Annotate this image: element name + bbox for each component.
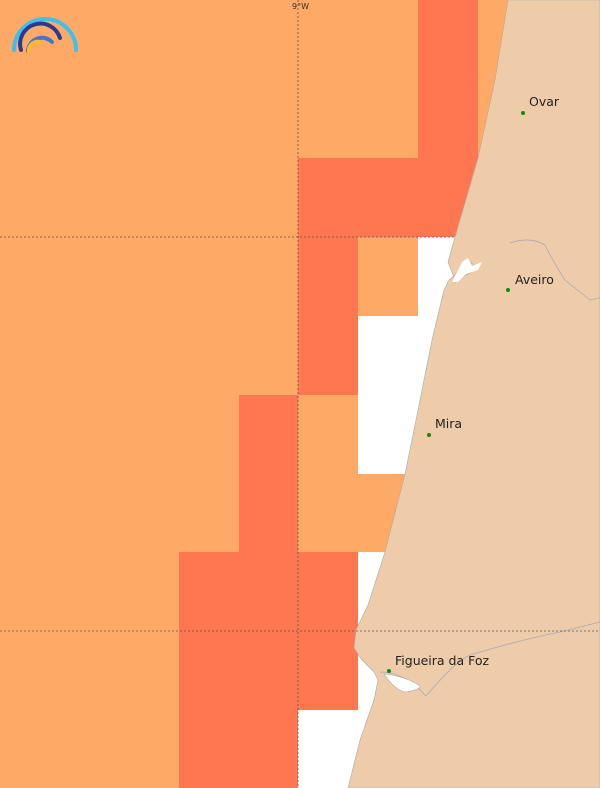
grid-cell-low[interactable]: [60, 0, 120, 158]
grid-cell-low[interactable]: [120, 237, 179, 316]
hazard-grid: [0, 0, 540, 788]
grid-cell-low[interactable]: [179, 0, 239, 158]
grid-cell-high[interactable]: [298, 158, 358, 237]
grid-cell-low[interactable]: [0, 631, 60, 710]
city-figueira-da-foz[interactable]: Figueira da Foz: [387, 653, 490, 673]
grid-cell-low[interactable]: [239, 0, 298, 158]
grid-cell-low[interactable]: [239, 158, 298, 237]
grid-cell-high[interactable]: [179, 552, 239, 631]
city-dot: [387, 669, 391, 673]
grid-cell-high[interactable]: [298, 552, 358, 631]
grid-cell-low[interactable]: [120, 0, 179, 158]
grid-cell-low[interactable]: [120, 710, 179, 788]
city-dot: [427, 433, 431, 437]
grid-cell-low[interactable]: [239, 237, 298, 316]
grid-cell-high[interactable]: [358, 158, 418, 237]
grid-cell-low[interactable]: [179, 316, 239, 395]
estuary: [383, 673, 421, 693]
grid-cell-low[interactable]: [0, 395, 60, 474]
city-dot: [521, 111, 525, 115]
grid-cell-low[interactable]: [298, 395, 358, 474]
grid-cell-high[interactable]: [239, 474, 298, 552]
grid-cell-high[interactable]: [298, 316, 358, 395]
grid-cell-high[interactable]: [179, 710, 239, 788]
grid-cell-low[interactable]: [358, 0, 418, 158]
grid-cell-low[interactable]: [179, 237, 239, 316]
grid-cell-low[interactable]: [60, 631, 120, 710]
grid-cell-low[interactable]: [60, 237, 120, 316]
grid-cell-high[interactable]: [239, 395, 298, 474]
grid-cell-high[interactable]: [239, 631, 298, 710]
lagoon: [452, 258, 482, 282]
grid-cell-low[interactable]: [60, 710, 120, 788]
grid-cell-low[interactable]: [60, 395, 120, 474]
grid-cell-low[interactable]: [179, 158, 239, 237]
grid-cell-low[interactable]: [60, 552, 120, 631]
grid-cell-low[interactable]: [120, 552, 179, 631]
grid-cell-high[interactable]: [239, 710, 298, 788]
land: [347, 0, 600, 788]
svg-text:Ovar: Ovar: [529, 94, 560, 109]
grid-cell-high[interactable]: [418, 0, 478, 158]
svg-text:Aveiro: Aveiro: [515, 272, 554, 287]
grid-cell-low[interactable]: [179, 474, 239, 552]
city-dot: [506, 288, 510, 292]
logo: [12, 17, 78, 54]
city-ovar[interactable]: Ovar: [521, 94, 560, 115]
grid-cell-low[interactable]: [0, 158, 60, 237]
grid-cell-low[interactable]: [120, 631, 179, 710]
grid-cell-low[interactable]: [0, 710, 60, 788]
grid-cell-high[interactable]: [298, 237, 358, 316]
river-vouga: [509, 239, 600, 301]
grid-cell-low[interactable]: [179, 395, 239, 474]
grid-cell-low[interactable]: [60, 316, 120, 395]
grid-cell-low[interactable]: [298, 0, 358, 158]
grid-cell-low[interactable]: [239, 316, 298, 395]
grid-cell-low[interactable]: [0, 237, 60, 316]
grid-cell-low[interactable]: [0, 316, 60, 395]
grid-cell-high[interactable]: [179, 631, 239, 710]
grid-cell-low[interactable]: [120, 474, 179, 552]
grid-cell-low[interactable]: [0, 474, 60, 552]
grid-cell-low[interactable]: [120, 158, 179, 237]
grid-cell-low[interactable]: [120, 395, 179, 474]
grid-cell-low[interactable]: [60, 158, 120, 237]
grid-cell-low[interactable]: [298, 474, 358, 552]
grid-cell-high[interactable]: [298, 631, 358, 710]
grid-cell-low[interactable]: [60, 474, 120, 552]
city-aveiro[interactable]: Aveiro: [506, 272, 554, 292]
city-mira[interactable]: Mira: [427, 416, 462, 437]
grid-cell-low[interactable]: [358, 237, 418, 316]
meridian-label: 9°W: [292, 2, 309, 11]
svg-text:Figueira da Foz: Figueira da Foz: [395, 653, 490, 668]
grid-cell-low[interactable]: [120, 316, 179, 395]
grid-cell-low[interactable]: [0, 552, 60, 631]
grid-cell-high[interactable]: [239, 552, 298, 631]
svg-text:Mira: Mira: [435, 416, 462, 431]
